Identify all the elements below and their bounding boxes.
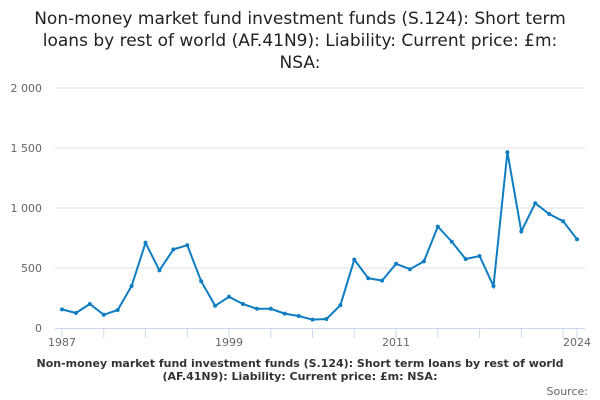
data-point	[394, 261, 399, 266]
data-point	[449, 239, 454, 244]
data-point	[240, 302, 245, 306]
data-point	[435, 224, 440, 229]
x-tick-label: 2024	[563, 336, 591, 349]
data-point	[296, 314, 301, 318]
data-point	[282, 311, 287, 316]
data-point	[268, 306, 273, 311]
footer-title: Non-money market fund investment funds (…	[36, 357, 564, 383]
y-tick-label: 2 000	[11, 82, 43, 95]
data-point	[477, 254, 482, 258]
data-point	[213, 303, 218, 308]
x-tick-label: 2011	[382, 336, 410, 349]
data-point	[115, 308, 120, 312]
data-point	[310, 317, 315, 322]
y-tick-label: 0	[35, 322, 42, 335]
data-point	[380, 278, 385, 283]
data-point	[73, 311, 78, 315]
chart-title: Non-money market fund investment funds (…	[34, 9, 566, 73]
data-point	[352, 257, 357, 262]
data-point	[533, 201, 538, 206]
data-point	[227, 294, 232, 299]
x-tick-label: 1987	[48, 336, 76, 349]
y-tick-label: 1 000	[11, 202, 43, 215]
data-point	[101, 312, 106, 317]
data-point	[199, 279, 204, 284]
data-point	[463, 257, 468, 261]
data-point	[254, 306, 259, 311]
data-point	[171, 247, 176, 252]
data-point	[519, 229, 524, 234]
data-point	[505, 150, 510, 155]
data-point	[87, 302, 92, 306]
series-line	[61, 152, 578, 321]
data-point	[185, 243, 190, 248]
data-point	[561, 219, 566, 224]
data-point	[129, 284, 134, 288]
data-point	[547, 212, 552, 216]
data-point	[157, 268, 162, 273]
y-tick-label: 500	[21, 262, 42, 275]
data-point	[421, 259, 426, 264]
data-point	[407, 267, 412, 272]
data-point	[491, 284, 496, 288]
data-point	[338, 303, 343, 308]
x-tick-label: 1999	[215, 336, 243, 349]
y-tick-label: 1 500	[11, 142, 43, 155]
data-point	[575, 237, 579, 242]
data-point	[366, 276, 371, 281]
data-point	[60, 307, 64, 312]
data-point	[324, 317, 329, 321]
source-label: Source:	[546, 385, 589, 398]
data-point	[143, 240, 148, 245]
